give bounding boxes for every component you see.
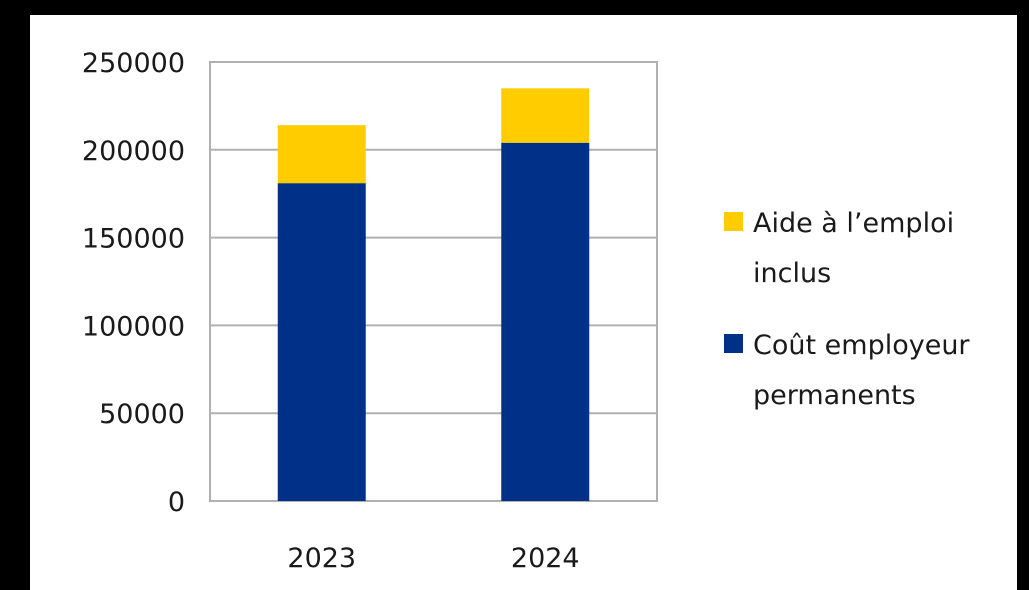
legend-label: permanents — [753, 380, 916, 411]
legend-swatch — [724, 334, 743, 353]
legend-label: inclus — [753, 258, 831, 289]
bar-2023-series-1 — [277, 125, 366, 184]
plot-area — [209, 61, 658, 502]
y-tick-label: 250000 — [82, 48, 185, 79]
y-tick-label: 150000 — [82, 224, 185, 255]
y-tick-label: 0 — [168, 487, 185, 518]
x-axis-ticks: 2023 2024 — [287, 543, 579, 574]
legend-swatch — [724, 212, 743, 231]
bar-2023-series-0 — [277, 183, 366, 501]
x-tick-label: 2023 — [287, 543, 356, 574]
y-tick-label: 50000 — [99, 399, 185, 430]
gridlines — [210, 61, 657, 502]
legend-label: Coût employeur — [753, 330, 970, 361]
legend: Aide à l’emploi inclus Coût employeur perma… — [724, 208, 970, 411]
bar-2024-series-1 — [501, 88, 590, 143]
bars — [277, 88, 590, 501]
legend-label: Aide à l’emploi — [753, 208, 954, 239]
x-tick-label: 2024 — [511, 543, 580, 574]
y-axis-ticks: 0 50000 100000 150000 200000 250000 — [82, 48, 185, 518]
bar-2024-series-0 — [501, 142, 590, 501]
y-tick-label: 100000 — [82, 311, 185, 342]
y-tick-label: 200000 — [82, 136, 185, 167]
